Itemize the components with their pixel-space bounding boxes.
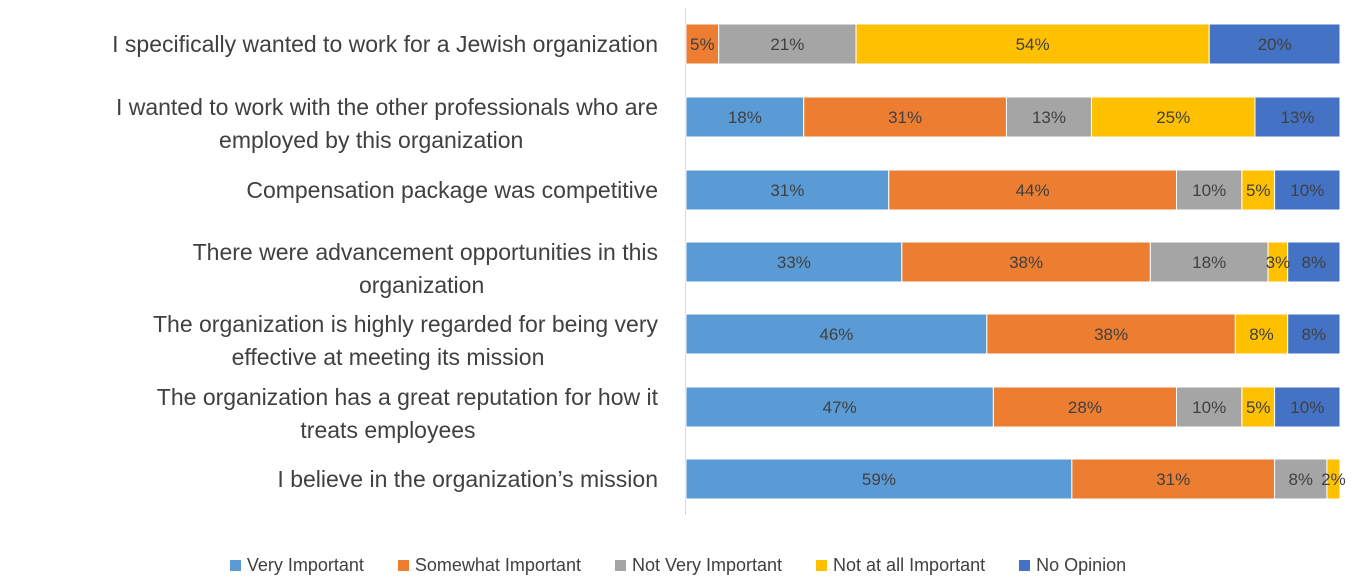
bar-segment bbox=[1287, 241, 1341, 283]
category-label-line: employed by this organization bbox=[219, 127, 523, 153]
category-label-line: I specifically wanted to work for a Jewi… bbox=[112, 31, 658, 57]
bar-segment bbox=[1241, 386, 1276, 428]
bar-segment bbox=[718, 23, 857, 65]
bar-segment bbox=[685, 313, 988, 355]
data-label: 8% bbox=[1302, 325, 1327, 344]
bar-segment bbox=[1149, 241, 1269, 283]
data-label: 18% bbox=[728, 108, 762, 127]
bar-segment bbox=[1287, 313, 1341, 355]
data-label: 38% bbox=[1009, 253, 1043, 272]
bar-segment bbox=[888, 169, 1177, 211]
legend-label: Not Very Important bbox=[631, 554, 783, 575]
data-label: 10% bbox=[1290, 181, 1324, 200]
data-label: 5% bbox=[1246, 181, 1271, 200]
data-label: 5% bbox=[1246, 398, 1271, 417]
data-label: 28% bbox=[1068, 398, 1102, 417]
data-label: 38% bbox=[1094, 325, 1128, 344]
category-label-line: treats employees bbox=[300, 417, 475, 443]
bar-segment bbox=[685, 458, 1073, 500]
data-label: 31% bbox=[1156, 470, 1190, 489]
category-label-line: There were advancement opportunities in … bbox=[193, 239, 658, 265]
category-label-line: Compensation package was competitive bbox=[246, 177, 658, 203]
category-label: I specifically wanted to work for a Jewi… bbox=[112, 31, 658, 57]
legend-swatch bbox=[397, 559, 409, 571]
legend-swatch bbox=[229, 559, 241, 571]
data-label: 13% bbox=[1280, 108, 1314, 127]
stacked-bar-chart: I specifically wanted to work for a Jewi… bbox=[112, 8, 1346, 515]
bar-segment bbox=[1241, 169, 1276, 211]
data-label: 46% bbox=[819, 325, 853, 344]
category-labels: I specifically wanted to work for a Jewi… bbox=[112, 31, 658, 492]
legend-item: Very Important bbox=[229, 554, 364, 576]
category-label-line: organization bbox=[359, 272, 484, 298]
category-label: I wanted to work with the other professi… bbox=[116, 94, 658, 153]
legend-item: Not Very Important bbox=[614, 554, 783, 576]
bar-segment bbox=[1071, 458, 1276, 500]
legend-item: No Opinion bbox=[1019, 555, 1126, 576]
bar-segment bbox=[1274, 386, 1341, 428]
bar-segment bbox=[986, 313, 1236, 355]
data-labels: 5% 21% 54% 20% 18% 31% 13% 25% 13% 31% 44% 10% 5% 10%… bbox=[690, 35, 1346, 489]
data-label: 10% bbox=[1290, 398, 1324, 417]
bar-segment bbox=[1208, 23, 1341, 65]
bar-segment bbox=[1274, 458, 1328, 500]
data-label: 8% bbox=[1249, 325, 1274, 344]
category-label-line: effective at meeting its mission bbox=[232, 344, 545, 370]
bar-segments bbox=[685, 23, 1341, 500]
data-label: 2% bbox=[1321, 470, 1346, 489]
legend-label: Very Important bbox=[246, 554, 364, 575]
legend-item: Not at all Important bbox=[816, 555, 985, 576]
data-label: 8% bbox=[1302, 253, 1327, 272]
bar-segment bbox=[1274, 169, 1341, 211]
bar-segment bbox=[1176, 386, 1243, 428]
data-label: 5% bbox=[690, 35, 715, 54]
bar-segment bbox=[803, 96, 1007, 138]
category-label-line: I wanted to work with the other professi… bbox=[116, 94, 658, 120]
bar-segment bbox=[992, 386, 1177, 428]
category-label: I believe in the organization’s mission bbox=[277, 466, 658, 492]
data-label: 10% bbox=[1192, 181, 1226, 200]
bar-segment bbox=[685, 241, 903, 283]
data-label: 21% bbox=[770, 35, 804, 54]
legend: Very Important Somewhat Important Not Very… bbox=[0, 553, 1356, 577]
data-label: 59% bbox=[862, 470, 896, 489]
legend-swatch bbox=[1019, 559, 1031, 571]
bar-segment bbox=[901, 241, 1151, 283]
category-label: The organization has a great reputation … bbox=[157, 384, 659, 443]
legend-label: No Opinion bbox=[1036, 554, 1127, 575]
bar-segment bbox=[1326, 458, 1341, 500]
data-label: 25% bbox=[1156, 108, 1190, 127]
data-label: 8% bbox=[1288, 470, 1313, 489]
legend-item: Somewhat Important bbox=[397, 554, 581, 576]
bar-segment bbox=[1254, 96, 1341, 138]
data-label: 31% bbox=[770, 181, 804, 200]
category-label: The organization is highly regarded for … bbox=[153, 311, 659, 370]
data-label: 3% bbox=[1266, 253, 1291, 272]
category-label-line: The organization is highly regarded for … bbox=[153, 311, 659, 337]
data-label: 20% bbox=[1258, 35, 1292, 54]
bar-segment bbox=[1234, 313, 1289, 355]
legend-swatch bbox=[614, 559, 626, 571]
legend-label: Not at all Important bbox=[833, 554, 986, 575]
legend-label: Somewhat Important bbox=[414, 554, 581, 575]
data-label: 33% bbox=[777, 253, 811, 272]
data-label: 31% bbox=[888, 108, 922, 127]
category-label-line: The organization has a great reputation … bbox=[157, 384, 659, 410]
data-label: 47% bbox=[823, 398, 857, 417]
bar-segment bbox=[685, 169, 890, 211]
data-label: 54% bbox=[1016, 35, 1050, 54]
data-label: 13% bbox=[1032, 108, 1066, 127]
bar-segment bbox=[855, 23, 1210, 65]
data-label: 10% bbox=[1192, 398, 1226, 417]
data-label: 44% bbox=[1016, 181, 1050, 200]
category-label: Compensation package was competitive bbox=[246, 177, 658, 203]
data-label: 18% bbox=[1192, 253, 1226, 272]
category-label-line: I believe in the organization’s mission bbox=[277, 466, 658, 492]
legend-swatch bbox=[816, 559, 828, 571]
category-label: There were advancement opportunities in … bbox=[193, 239, 658, 298]
